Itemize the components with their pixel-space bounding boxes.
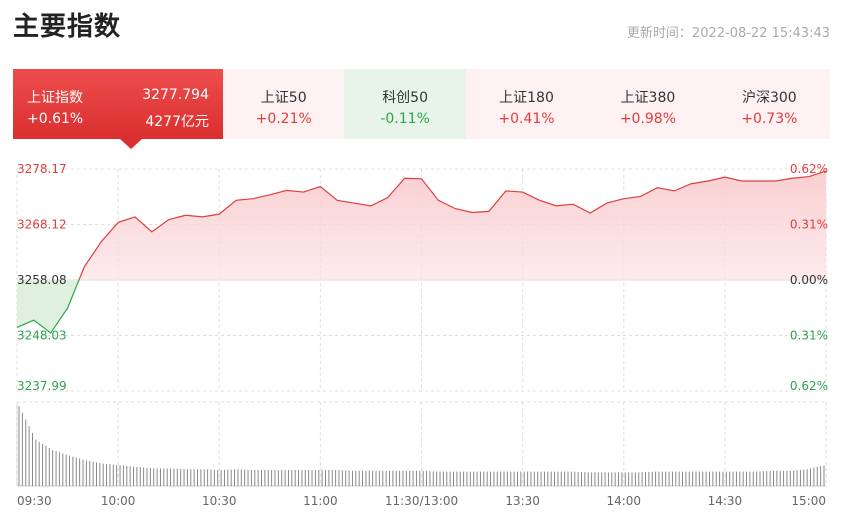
x-tick-label: 14:00: [606, 494, 641, 508]
x-tick-label: 14:30: [708, 494, 743, 508]
price-line-up: [78, 170, 826, 280]
y-tick-label-left: 3248.03: [17, 329, 67, 343]
y-tick-label-right: 0.31%: [790, 329, 828, 343]
tab-value: 3277.794: [142, 87, 209, 103]
tab-name: 上证50: [260, 90, 307, 106]
tab-sse180[interactable]: 上证180 +0.41%: [465, 69, 588, 139]
tab-name: 科创50: [382, 90, 429, 106]
tab-sse-composite[interactable]: 上证指数 3277.794 +0.61% 4277亿元: [13, 69, 223, 149]
active-tab-caret: [120, 139, 142, 149]
x-tick-label: 15:00: [791, 494, 826, 508]
x-tick-label: 09:30: [17, 494, 52, 508]
y-tick-label-right: 0.00%: [790, 273, 828, 287]
tab-change: +0.73%: [741, 111, 798, 127]
tab-change: +0.21%: [255, 111, 312, 127]
tab-sse50[interactable]: 上证50 +0.21%: [223, 69, 345, 139]
y-tick-label-right: 0.62%: [790, 162, 828, 176]
page-title: 主要指数: [13, 12, 122, 42]
tab-sse380[interactable]: 上证380 +0.98%: [587, 69, 709, 139]
update-time: 更新时间：2022-08-22 15:43:43: [626, 26, 830, 41]
price-area-up: [17, 171, 826, 280]
y-tick-label-left: 3278.17: [17, 162, 67, 176]
y-tick-label-right: 0.31%: [790, 218, 828, 232]
x-tick-label: 13:30: [505, 494, 540, 508]
tab-name: 上证380: [620, 90, 676, 106]
y-tick-label-left: 3268.12: [17, 218, 67, 232]
tab-change: -0.11%: [380, 111, 430, 127]
x-tick-label: 10:00: [101, 494, 136, 508]
tab-change: +0.61%: [27, 111, 84, 127]
y-tick-label-left: 3258.08: [17, 273, 67, 287]
tab-name: 上证180: [499, 90, 554, 106]
tab-name: 上证指数: [27, 90, 83, 106]
y-tick-label-right: 0.62%: [790, 379, 828, 393]
tab-change: +0.41%: [498, 111, 555, 127]
x-tick-label: 11:00: [303, 494, 338, 508]
index-tabs: 上证指数 3277.794 +0.61% 4277亿元 上证50 +0.21% …: [13, 69, 831, 149]
tab-amount: 4277亿元: [145, 114, 209, 130]
tab-csi300[interactable]: 沪深300 +0.73%: [708, 69, 831, 139]
x-tick-label: 10:30: [202, 494, 237, 508]
x-tick-label: 11:30/13:00: [385, 494, 458, 508]
tab-name: 沪深300: [741, 90, 797, 106]
y-tick-label-left: 3237.99: [17, 379, 67, 393]
tab-star50[interactable]: 科创50 -0.11%: [344, 69, 466, 139]
tab-change: +0.98%: [619, 111, 677, 127]
